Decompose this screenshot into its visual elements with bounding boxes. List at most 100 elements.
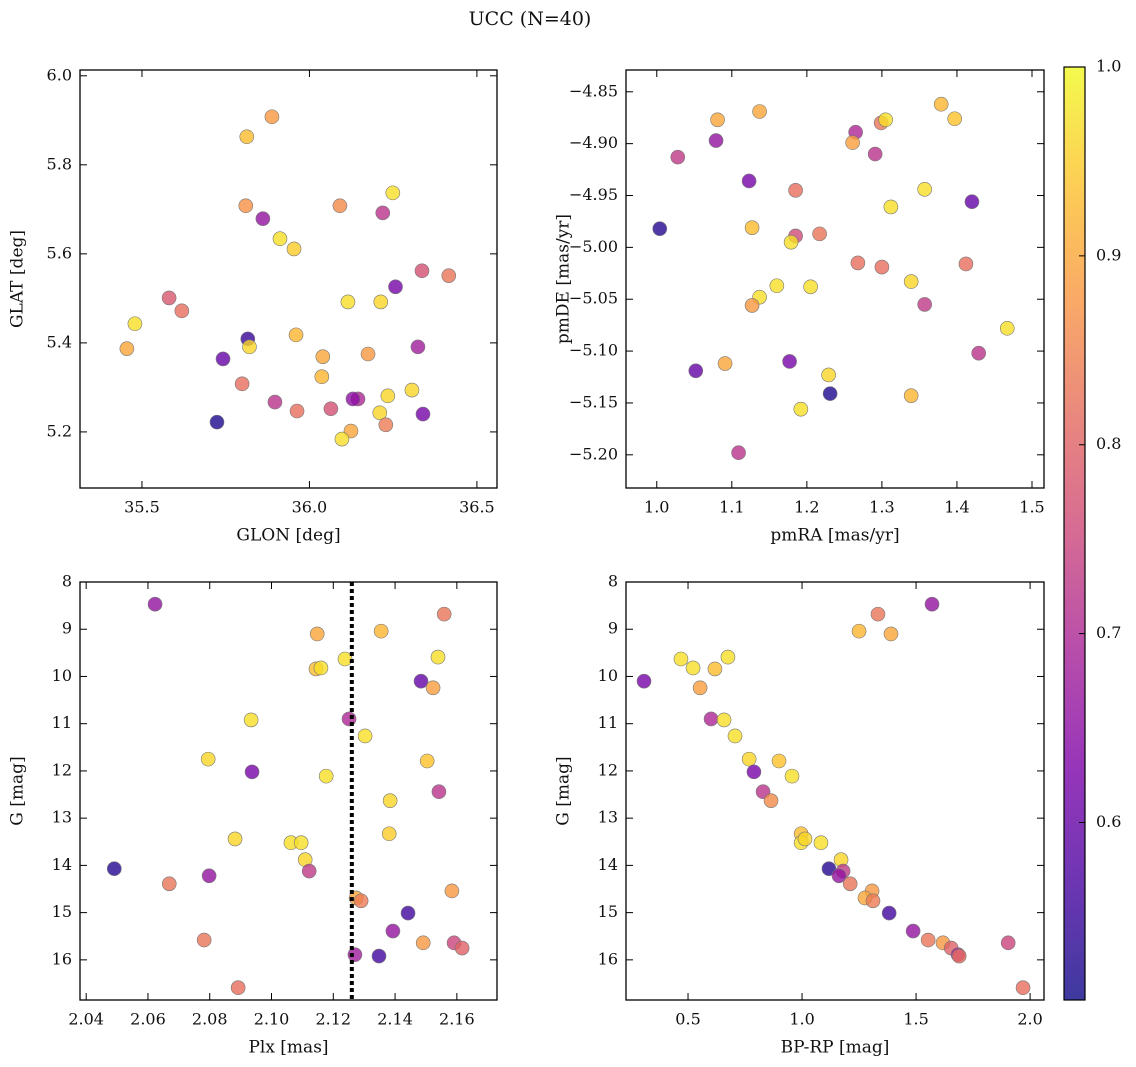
scatter-point xyxy=(769,278,785,294)
scatter-point xyxy=(812,226,827,242)
x-tick-label: 1.2 xyxy=(794,498,819,517)
scatter-point xyxy=(242,339,257,355)
scatter-point xyxy=(783,234,799,250)
scatter-point xyxy=(454,940,470,956)
scatter-point xyxy=(161,290,177,306)
scatter-point xyxy=(813,835,829,851)
scatter-point xyxy=(400,905,416,921)
x-tick-label: 35.5 xyxy=(124,498,160,517)
scatter-point xyxy=(636,673,652,689)
scatter-point xyxy=(323,401,339,417)
scatter-point xyxy=(381,826,397,842)
scatter-point xyxy=(431,784,447,800)
y-tick-label: 15 xyxy=(52,902,72,921)
scatter-point xyxy=(752,104,767,119)
scatter-point xyxy=(127,316,143,332)
y-tick-label: 11 xyxy=(598,713,618,732)
y-tick-label: 5.4 xyxy=(47,332,72,351)
axes-frame xyxy=(625,69,1045,489)
colorbar xyxy=(1063,66,1086,1001)
axes-frame xyxy=(625,581,1045,1001)
scatter-point xyxy=(385,185,401,201)
scatter-point xyxy=(371,948,387,964)
x-tick-label: 2.0 xyxy=(1017,1010,1042,1029)
scatter-point xyxy=(201,868,217,884)
scatter-point xyxy=(821,367,836,383)
scatter-point xyxy=(267,394,283,410)
scatter-point xyxy=(419,753,435,769)
scatter-point xyxy=(881,905,897,921)
scatter-point xyxy=(380,388,396,404)
scatter-point xyxy=(703,711,719,727)
scatter-point xyxy=(842,876,858,892)
scatter-point xyxy=(822,386,838,401)
scatter-point xyxy=(255,211,271,226)
x-tick-label: 2.16 xyxy=(439,1010,475,1029)
scatter-point xyxy=(727,728,743,744)
scatter-point xyxy=(716,712,732,728)
x-tick-label: 1.5 xyxy=(903,1010,928,1029)
y-tick-label: 16 xyxy=(52,949,72,968)
y-tick-label: 13 xyxy=(598,808,618,827)
colorbar-tick-label: 0.6 xyxy=(1096,812,1121,831)
scatter-point xyxy=(425,680,441,696)
scatter-point xyxy=(286,241,302,257)
scatter-point xyxy=(865,893,881,909)
scatter-point xyxy=(372,405,388,421)
scatter-point xyxy=(272,231,288,247)
scatter-point xyxy=(444,883,460,899)
scatter-point xyxy=(850,255,866,271)
scatter-point xyxy=(415,935,431,951)
scatter-point xyxy=(717,356,733,371)
scatter-point xyxy=(441,268,457,283)
scatter-point xyxy=(264,109,280,125)
scatter-point xyxy=(227,831,243,847)
scatter-point xyxy=(106,861,122,876)
y-tick-label: 10 xyxy=(52,666,72,685)
scatter-point xyxy=(357,728,373,744)
x-tick-label: 1.4 xyxy=(944,498,969,517)
scatter-point xyxy=(788,183,803,198)
scatter-point xyxy=(436,606,452,622)
y-axis-label: GLAT [deg] xyxy=(8,230,28,328)
scatter-point xyxy=(692,680,708,696)
scatter-point xyxy=(782,354,797,369)
y-tick-label: 16 xyxy=(598,949,618,968)
scatter-point xyxy=(999,320,1015,336)
scatter-point xyxy=(688,363,704,379)
scatter-point xyxy=(230,980,246,996)
y-tick-label: 6.0 xyxy=(47,65,72,84)
y-tick-label: 14 xyxy=(598,855,618,874)
scatter-point xyxy=(414,263,430,279)
scatter-point xyxy=(741,173,757,189)
scatter-point xyxy=(670,149,686,165)
y-tick-label: 8 xyxy=(608,572,618,591)
scatter-point xyxy=(375,205,391,221)
y-tick-label: 5.6 xyxy=(47,243,72,262)
scatter-point xyxy=(707,661,723,677)
y-tick-label: −5.15 xyxy=(569,392,618,411)
scatter-point xyxy=(1015,980,1031,996)
scatter-point xyxy=(373,623,389,639)
y-axis-label: pmDE [mas/yr] xyxy=(554,214,574,344)
x-tick-label: 2.10 xyxy=(254,1010,290,1029)
scatter-point xyxy=(870,606,886,622)
scatter-point xyxy=(234,376,250,392)
scatter-point xyxy=(382,793,398,808)
y-tick-label: −5.10 xyxy=(569,341,618,360)
scatter-point xyxy=(771,753,787,769)
x-axis-label: pmRA [mas/yr] xyxy=(770,526,899,546)
scatter-point xyxy=(903,274,919,289)
scatter-point xyxy=(238,198,254,214)
scatter-point xyxy=(215,351,231,367)
scatter-point xyxy=(746,764,762,780)
y-tick-label: 9 xyxy=(608,619,618,638)
scatter-point xyxy=(209,414,225,430)
y-tick-label: −4.90 xyxy=(569,133,618,152)
scatter-point xyxy=(315,349,331,364)
scatter-point xyxy=(744,298,760,313)
scatter-point xyxy=(415,406,431,422)
scatter-point xyxy=(878,112,893,128)
scatter-point xyxy=(867,146,883,162)
